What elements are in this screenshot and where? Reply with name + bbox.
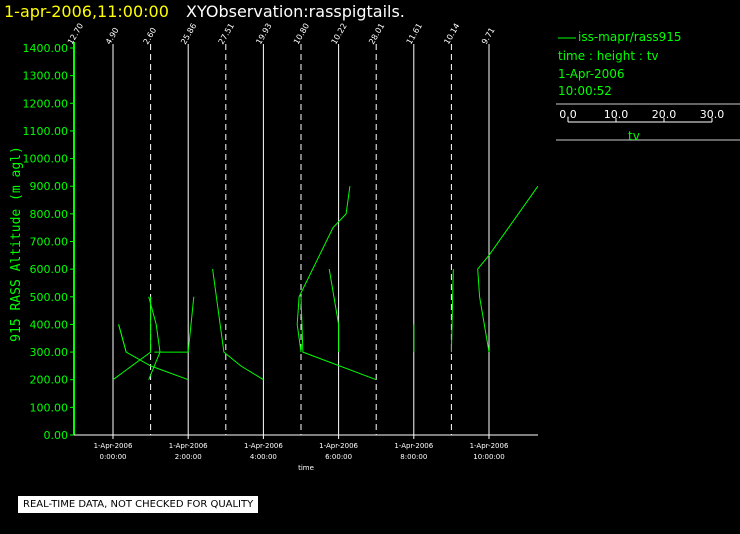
profile-value-label: 25.86 [179, 22, 198, 46]
legend-scale-tick-label: 20.0 [652, 108, 677, 121]
legend-graphics: 0.0 10.0 20.0 30.0 [556, 37, 740, 141]
profile-gridlines: 12.70 4.90 2.60 25.86 27.51 19.93 10.80 10.22 28… [66, 22, 497, 435]
legend-series-name: iss-mapr/rass915 [578, 30, 682, 44]
legend-scale-tick-label: 0.0 [559, 108, 577, 121]
x-tick-time: 4:00:00 [250, 453, 277, 461]
series-line [300, 296, 377, 381]
x-tick-time: 6:00:00 [325, 453, 352, 461]
series-line [296, 186, 351, 353]
legend-scale-ticks: 0.0 10.0 20.0 30.0 [559, 108, 724, 122]
y-tick-label: 900.00 [30, 180, 69, 193]
series-line [154, 296, 195, 353]
x-tick-time: 10:00:00 [473, 453, 504, 461]
legend-scale-label: tv [628, 129, 640, 143]
profile-value-label: 10.14 [442, 22, 461, 46]
y-tick-label: 1000.00 [23, 153, 69, 166]
y-tick-label: 1200.00 [23, 97, 69, 110]
x-tick-date: 1-Apr-2006 [169, 442, 208, 450]
y-tick-label: 800.00 [30, 208, 69, 221]
legend-time: 10:00:52 [558, 84, 612, 98]
x-tick-time: 2:00:00 [175, 453, 202, 461]
y-tick-label: 600.00 [30, 263, 69, 276]
y-tick-label: 300.00 [30, 346, 69, 359]
x-tick-time: 0:00:00 [100, 453, 127, 461]
series-line [477, 185, 539, 353]
profile-value-label: 28.01 [367, 22, 386, 46]
y-axis-label: 915 RASS Altitude (m agl) [9, 146, 24, 342]
series-line [450, 269, 454, 353]
legend-scale-tick-label: 30.0 [700, 108, 725, 121]
y-tick-label: 700.00 [30, 236, 69, 249]
profile-value-label: 19.93 [254, 22, 273, 46]
y-tick-label: 400.00 [30, 318, 69, 331]
observation-datetime: 1-apr-2006,11:00:00 [4, 2, 169, 21]
series-line [148, 296, 161, 380]
series-line [118, 324, 127, 353]
profile-value-label: 27.51 [217, 22, 236, 46]
legend-date: 1-Apr-2006 [558, 67, 625, 81]
x-axis-label: time [298, 464, 314, 472]
observation-name: XYObservation:rasspigtails. [186, 2, 405, 21]
y-tick-label: 100.00 [30, 401, 69, 414]
y-axis-ticks: 0.00 100.00 200.00 300.00 400.00 500.00 600.00… [23, 42, 74, 442]
profile-value-label: 12.70 [66, 22, 85, 46]
profile-value-label: 11.61 [405, 22, 424, 46]
profile-value-label: 10.80 [292, 22, 311, 46]
y-tick-label: 1300.00 [23, 70, 69, 83]
y-tick-label: 500.00 [30, 291, 69, 304]
x-tick-date: 1-Apr-2006 [94, 442, 133, 450]
legend-scale-tick-label: 10.0 [604, 108, 629, 121]
legend-fields: time : height : tv [558, 49, 659, 63]
x-axis-ticks: 1-Apr-2006 0:00:00 1-Apr-2006 2:00:00 1-Apr-… [94, 435, 509, 461]
profile-value-label: 2.60 [142, 26, 159, 46]
quality-disclaimer: REAL-TIME DATA, NOT CHECKED FOR QUALITY [18, 496, 259, 513]
y-tick-label: 200.00 [30, 374, 69, 387]
x-tick-date: 1-Apr-2006 [244, 442, 283, 450]
x-tick-date: 1-Apr-2006 [470, 442, 509, 450]
y-tick-label: 1400.00 [23, 42, 69, 55]
x-tick-date: 1-Apr-2006 [394, 442, 433, 450]
data-series [112, 185, 539, 381]
y-tick-label: 1100.00 [23, 125, 69, 138]
series-line [112, 296, 152, 381]
series-line [328, 269, 340, 353]
series-line [212, 269, 264, 381]
profile-value-label: 4.90 [104, 26, 121, 46]
x-tick-time: 8:00:00 [400, 453, 427, 461]
x-tick-date: 1-Apr-2006 [319, 442, 358, 450]
profile-value-label: 9.71 [480, 26, 497, 46]
y-tick-label: 0.00 [44, 429, 69, 442]
profile-value-label: 10.22 [330, 22, 349, 46]
